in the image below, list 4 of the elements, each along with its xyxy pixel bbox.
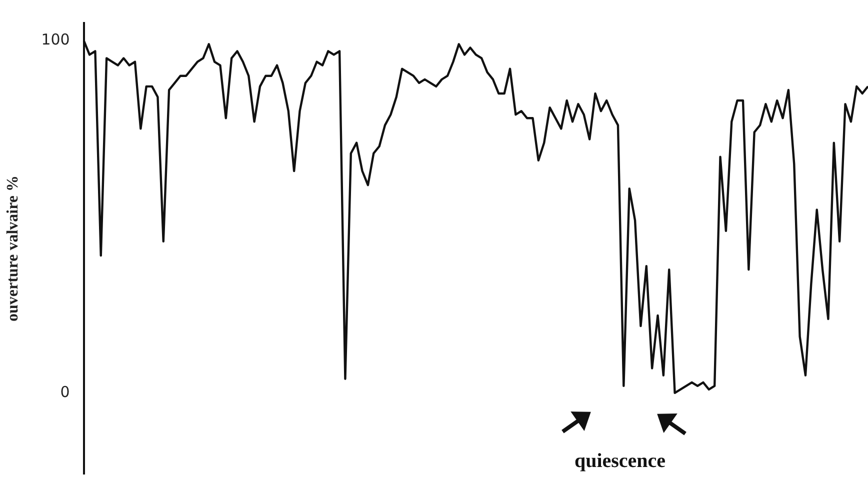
y-tick-label: 100: [41, 30, 70, 49]
y-tick-label: 0: [60, 382, 70, 401]
annotation: quiescence: [573, 450, 667, 473]
y-axis-title: ouverture valvaire %: [4, 175, 22, 322]
